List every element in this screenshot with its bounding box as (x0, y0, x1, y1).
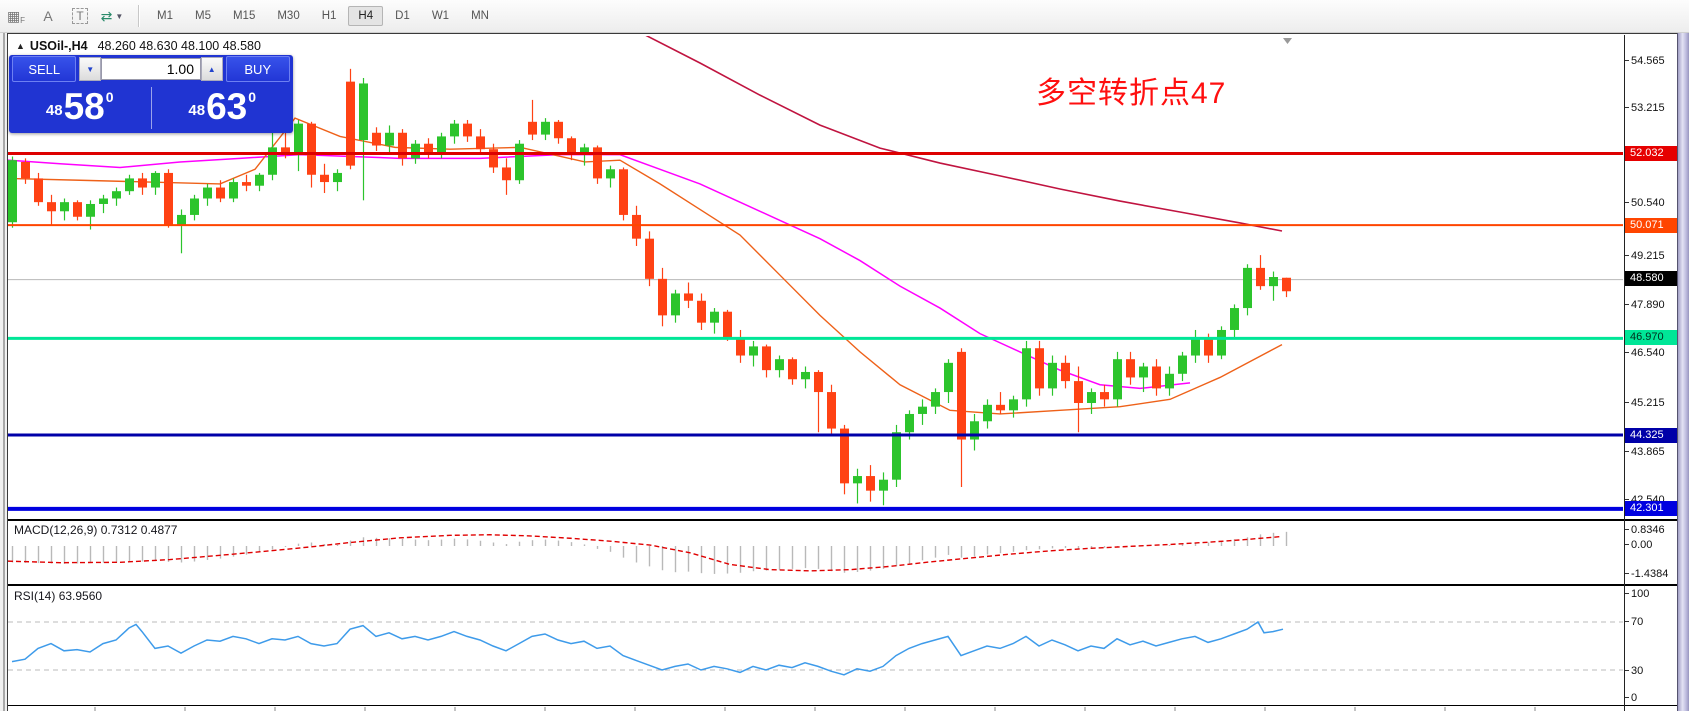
cursor-tool-icon[interactable]: ⇄ ▼ (100, 7, 124, 24)
volume-input[interactable] (101, 58, 201, 80)
timeframe-group: M1 M5 M15 M30 H1 H4 D1 W1 MN (146, 0, 500, 32)
buy-price[interactable]: 48 63 0 (152, 83, 294, 133)
timeframe-button-m1[interactable]: M1 (157, 10, 173, 22)
volume-decrease-button[interactable]: ▼ (79, 57, 101, 81)
price-divider (150, 87, 152, 129)
axis-tick: -1.4384 (1625, 567, 1678, 581)
buy-price-int: 48 (188, 102, 206, 119)
timeframe-button-d1[interactable]: D1 (395, 10, 410, 22)
indicator-grid-icon[interactable]: ▦ F (6, 7, 26, 25)
sell-price-main: 58 (63, 86, 105, 127)
sell-button[interactable]: SELL (12, 56, 77, 82)
axis-tick: 54.565 (1625, 54, 1678, 68)
axis-tick: 47.890 (1625, 298, 1678, 312)
macd-label: MACD(12,26,9) 0.7312 0.4877 (14, 523, 178, 537)
chart-canvas[interactable] (7, 33, 1680, 711)
timeframe-button-w1[interactable]: W1 (431, 10, 450, 22)
axis-tick: 45.215 (1625, 396, 1678, 410)
timeframe-button-m5[interactable]: M5 (194, 10, 211, 22)
volume-increase-button[interactable]: ▲ (201, 57, 223, 81)
ohlc-values: 48.260 48.630 48.100 48.580 (97, 39, 261, 53)
axis-tick: 30 (1625, 664, 1678, 678)
price-level-badge: 44.325 (1625, 428, 1678, 443)
buy-price-pip: 0 (248, 89, 257, 105)
chart-header: ▲ USOil-,H4 48.260 48.630 48.100 48.580 (16, 39, 261, 53)
text-box-icon[interactable]: T (66, 3, 94, 29)
price-level-badge: 48.580 (1625, 271, 1678, 286)
drawing-tools-group: ▦ F A T ⇄ ▼ (0, 0, 128, 32)
axis-tick: 0.8346 (1625, 523, 1678, 537)
sell-price-pip: 0 (105, 89, 114, 105)
price-level-badge: 52.032 (1625, 146, 1678, 161)
top-toolbar: ▦ F A T ⇄ ▼ M1 M5 M15 M30 H1 H4 D1 W1 MN (0, 0, 1689, 33)
price-level-badge: 42.301 (1625, 501, 1678, 516)
axis-tick: 0 (1625, 691, 1678, 705)
chart-annotation-text[interactable]: 多空转折点47 (1036, 77, 1227, 110)
text-label-icon[interactable]: A (43, 8, 53, 24)
timeframe-button-mn[interactable]: MN (471, 10, 489, 22)
price-level-badge: 50.071 (1625, 218, 1678, 233)
pane-separator (1625, 519, 1678, 521)
toolbar-separator (138, 5, 140, 27)
pane-separator (1625, 584, 1678, 586)
axis-tick: 0.00 (1625, 538, 1678, 552)
timeframe-button-h4[interactable]: H4 (348, 6, 384, 26)
axis-tick: 46.540 (1625, 346, 1678, 360)
timeframe-button-m15[interactable]: M15 (232, 10, 256, 22)
symbol-label: USOil-,H4 (29, 39, 88, 53)
timeframe-button-h1[interactable]: H1 (321, 10, 337, 22)
one-click-trading-panel: SELL ▼ ▲ BUY 48 58 0 48 63 0 (9, 55, 293, 133)
sell-price[interactable]: 48 58 0 (9, 83, 151, 133)
axis-tick: 50.540 (1625, 196, 1678, 210)
axis-tick: 70 (1625, 615, 1678, 629)
mdi-left-edge (3, 33, 5, 711)
axis-tick: 49.215 (1625, 249, 1678, 263)
window-right-border (1677, 32, 1689, 711)
axis-tick: 53.215 (1625, 101, 1678, 115)
axis-tick: 43.865 (1625, 445, 1678, 459)
collapse-triangle-icon[interactable]: ▲ (16, 41, 25, 51)
buy-price-main: 63 (206, 86, 248, 127)
buy-button[interactable]: BUY (225, 56, 290, 82)
rsi-label: RSI(14) 63.9560 (14, 589, 103, 603)
pane-separator (1625, 705, 1678, 706)
axis-tick: 100 (1625, 587, 1678, 601)
sell-price-int: 48 (45, 102, 63, 119)
price-axis[interactable]: 54.565 53.215 50.540 49.215 47.890 46.540 45.2… (1624, 35, 1678, 711)
timeframe-button-m30[interactable]: M30 (277, 10, 300, 22)
price-level-badge: 46.970 (1625, 330, 1678, 345)
